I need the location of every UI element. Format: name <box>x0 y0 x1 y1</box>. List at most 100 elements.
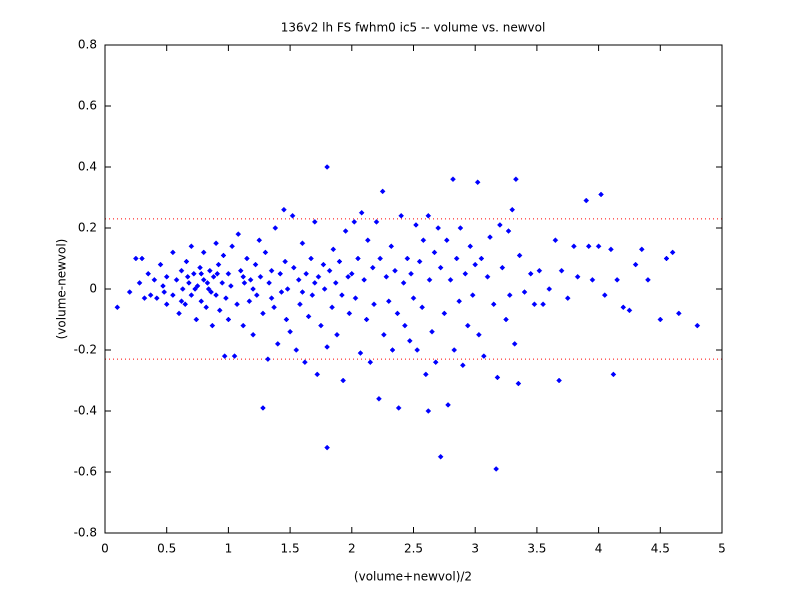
point <box>408 270 414 277</box>
point <box>330 246 337 253</box>
point <box>262 249 269 256</box>
point <box>487 234 493 241</box>
point <box>443 237 450 244</box>
x-tick-label: 0 <box>101 542 109 556</box>
point <box>311 280 318 286</box>
point <box>215 261 222 268</box>
point <box>546 286 553 292</box>
point <box>610 371 617 378</box>
point <box>516 252 523 259</box>
point <box>268 267 275 274</box>
point <box>358 209 365 216</box>
point <box>478 255 485 262</box>
point <box>536 267 543 274</box>
point <box>141 295 148 302</box>
point <box>208 289 214 295</box>
point <box>509 206 516 213</box>
point <box>451 347 458 353</box>
point <box>369 264 376 271</box>
x-tick-label: 1.5 <box>281 542 300 556</box>
point <box>419 304 425 311</box>
point <box>260 405 266 411</box>
point <box>163 273 170 280</box>
point <box>228 283 234 289</box>
point <box>188 243 195 250</box>
point <box>235 231 242 237</box>
point <box>589 276 596 283</box>
point <box>527 270 534 277</box>
point <box>406 337 413 344</box>
point <box>173 276 180 283</box>
x-tick-label: 2.5 <box>404 542 423 556</box>
point <box>314 371 321 378</box>
point <box>595 243 602 250</box>
point <box>147 292 154 298</box>
point <box>564 295 571 302</box>
point <box>198 270 205 277</box>
point <box>318 322 324 329</box>
x-tick-label: 5 <box>718 542 726 556</box>
point <box>371 301 377 308</box>
point <box>413 222 419 228</box>
point <box>237 267 244 274</box>
x-tick-label: 1 <box>225 542 233 556</box>
point <box>574 273 581 280</box>
point <box>367 359 374 366</box>
point <box>511 341 518 347</box>
y-axis-label: (volume-newvol) <box>55 239 69 340</box>
point <box>394 310 401 317</box>
point <box>432 359 439 366</box>
point <box>404 255 411 262</box>
point <box>395 405 402 411</box>
point <box>114 304 121 311</box>
point <box>320 261 327 268</box>
point <box>336 258 343 265</box>
point <box>402 322 408 329</box>
point <box>460 362 466 369</box>
point <box>265 356 271 363</box>
x-axis-label: (volume+newvol)/2 <box>354 570 472 584</box>
point <box>266 280 272 286</box>
point <box>283 316 290 323</box>
point <box>247 276 254 283</box>
point <box>153 295 160 302</box>
point <box>552 237 559 244</box>
y-tick-label: -0.4 <box>74 404 97 418</box>
point <box>425 408 432 414</box>
chart-title: 136v2 lh FS fwhm0 ic5 -- volume vs. newv… <box>281 21 546 35</box>
point <box>571 243 577 250</box>
point <box>558 267 565 274</box>
point <box>126 289 133 295</box>
x-tick-label: 2 <box>348 542 356 556</box>
point <box>246 298 253 305</box>
point <box>663 255 670 262</box>
point <box>351 219 358 225</box>
x-tick-label: 3.5 <box>527 542 546 556</box>
point <box>225 270 232 277</box>
point <box>376 395 382 402</box>
point <box>540 301 546 308</box>
point <box>506 292 513 298</box>
point <box>398 212 405 219</box>
point <box>178 298 185 305</box>
point <box>499 264 506 271</box>
point <box>476 331 482 338</box>
point <box>295 276 302 283</box>
x-tick-label: 4.5 <box>651 542 670 556</box>
point <box>161 289 168 295</box>
point <box>657 316 664 323</box>
point <box>186 280 192 286</box>
y-tick-label: 0.8 <box>78 38 97 52</box>
point <box>194 283 201 289</box>
point <box>200 249 207 256</box>
point <box>192 286 198 292</box>
point <box>204 280 211 286</box>
point <box>480 353 487 359</box>
point <box>515 380 522 387</box>
point <box>420 237 427 244</box>
point <box>183 258 190 265</box>
point <box>207 267 213 274</box>
point <box>213 240 219 247</box>
point <box>638 246 645 253</box>
